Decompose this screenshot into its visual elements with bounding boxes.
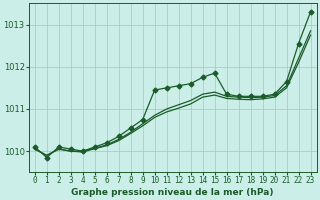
X-axis label: Graphe pression niveau de la mer (hPa): Graphe pression niveau de la mer (hPa)	[71, 188, 274, 197]
